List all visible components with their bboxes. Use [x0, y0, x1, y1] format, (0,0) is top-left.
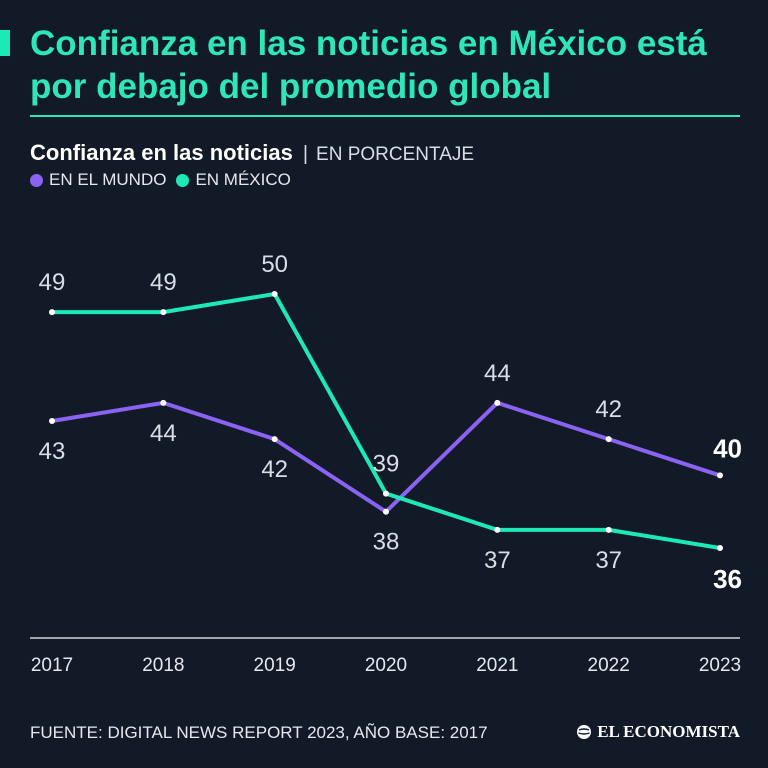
data-point [717, 545, 723, 551]
data-point [49, 309, 55, 316]
x-tick-label: 2023 [699, 655, 741, 676]
brand-logo: EL ECONOMISTA [576, 722, 740, 742]
data-point [605, 526, 612, 533]
data-point [383, 490, 389, 497]
x-tick-label: 2018 [142, 655, 184, 676]
chart-subtitle: Confianza en las noticias | EN PORCENTAJE [30, 140, 474, 166]
source-note: FUENTE: DIGITAL NEWS REPORT 2023, AÑO BA… [30, 723, 488, 742]
data-label: 42 [595, 396, 622, 423]
legend-label-mexico: EN MÉXICO [195, 170, 291, 189]
data-point [383, 508, 389, 515]
data-label: 42 [261, 456, 288, 483]
data-label: 49 [150, 269, 177, 296]
data-point [160, 399, 167, 406]
chart-unit: EN PORCENTAJE [316, 144, 475, 165]
data-point [49, 418, 55, 424]
data-label: 40 [713, 433, 742, 463]
data-label: 37 [484, 547, 511, 574]
data-point [605, 436, 612, 443]
chart-legend: EN EL MUNDO EN MÉXICO [30, 170, 301, 190]
data-label: 36 [713, 564, 742, 594]
x-tick-label: 2017 [31, 655, 73, 676]
globe-icon [577, 725, 592, 739]
legend-label-mundo: EN EL MUNDO [49, 170, 167, 189]
page-title: Confianza en las noticias en México está… [30, 24, 707, 106]
data-label: 38 [373, 529, 400, 556]
legend-dot-mexico [176, 173, 190, 187]
data-label: 43 [39, 438, 66, 465]
accent-bar [0, 30, 10, 56]
data-label: 39 [373, 451, 400, 478]
data-point [494, 399, 501, 406]
x-tick-label: 2021 [476, 655, 518, 676]
legend-item-mundo: EN EL MUNDO [30, 170, 166, 190]
title-divider [30, 115, 740, 117]
legend-dot-mundo [30, 173, 43, 187]
data-point [494, 526, 501, 533]
data-label: 44 [484, 360, 511, 387]
data-point [271, 291, 278, 297]
x-tick-label: 2019 [254, 655, 296, 676]
data-label: 37 [595, 547, 622, 574]
data-label: 44 [150, 420, 177, 447]
x-tick-label: 2022 [588, 655, 630, 676]
data-point [717, 472, 723, 479]
data-label: 50 [261, 251, 288, 278]
x-tick-label: 2020 [365, 655, 407, 676]
legend-item-mexico: EN MÉXICO [176, 170, 291, 190]
data-point [160, 309, 167, 316]
brand-name: EL ECONOMISTA [597, 722, 740, 741]
chart-title: Confianza en las noticias [30, 140, 293, 165]
data-point [271, 436, 278, 443]
data-label: 49 [39, 269, 66, 296]
subtitle-separator: | [302, 143, 309, 165]
